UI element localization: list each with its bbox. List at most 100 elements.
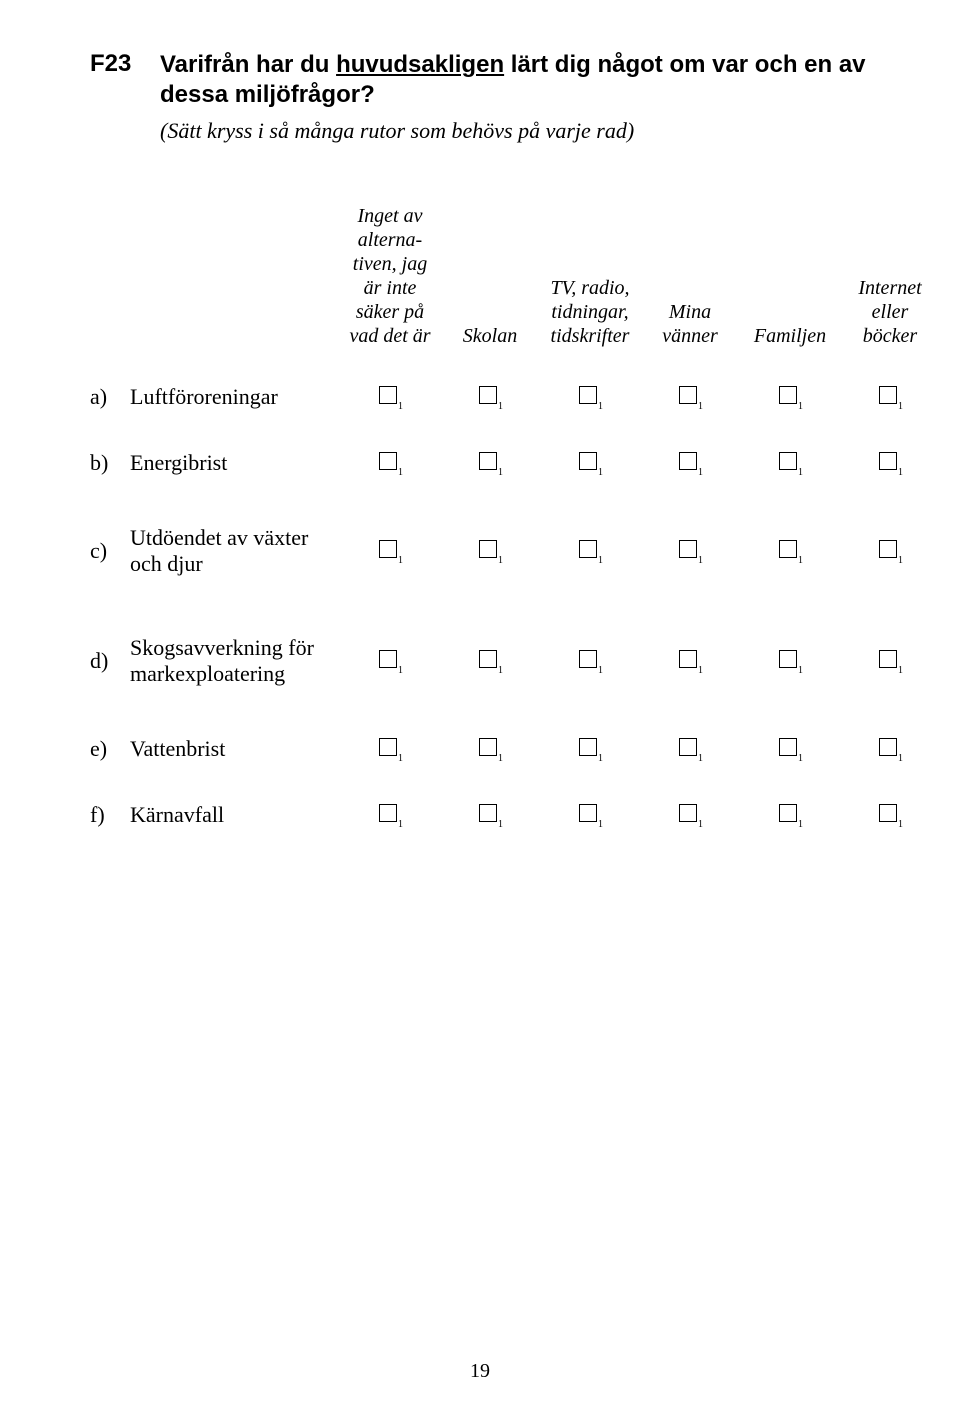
options-table: Inget av alterna-tiven, jag är inte säke… <box>90 204 940 848</box>
checkbox-subscript: 1 <box>898 555 903 566</box>
checkbox[interactable]: 1 <box>879 540 901 562</box>
option-cell: 1 <box>340 364 440 430</box>
table-row: b)Energibrist111111 <box>90 430 940 496</box>
checkbox[interactable]: 1 <box>679 804 701 826</box>
checkbox-subscript: 1 <box>698 555 703 566</box>
checkbox[interactable]: 1 <box>679 540 701 562</box>
checkbox-subscript: 1 <box>598 819 603 830</box>
checkbox-box <box>479 452 497 470</box>
question-number: F23 <box>90 50 160 78</box>
option-cell: 1 <box>340 716 440 782</box>
checkbox-subscript: 1 <box>598 555 603 566</box>
checkbox-subscript: 1 <box>598 467 603 478</box>
checkbox-subscript: 1 <box>398 665 403 676</box>
checkbox-subscript: 1 <box>798 467 803 478</box>
checkbox[interactable]: 1 <box>879 804 901 826</box>
checkbox-box <box>779 452 797 470</box>
option-cell: 1 <box>640 782 740 848</box>
checkbox[interactable]: 1 <box>879 738 901 760</box>
row-label: Energibrist <box>130 430 340 496</box>
checkbox-subscript: 1 <box>498 665 503 676</box>
checkbox-box <box>479 386 497 404</box>
checkbox-subscript: 1 <box>798 555 803 566</box>
checkbox-subscript: 1 <box>698 401 703 412</box>
checkbox-box <box>779 738 797 756</box>
checkbox[interactable]: 1 <box>379 804 401 826</box>
checkbox-subscript: 1 <box>598 665 603 676</box>
checkbox-subscript: 1 <box>698 819 703 830</box>
checkbox[interactable]: 1 <box>779 452 801 474</box>
option-cell: 1 <box>740 496 840 606</box>
checkbox-subscript: 1 <box>898 467 903 478</box>
checkbox-box <box>879 386 897 404</box>
checkbox[interactable]: 1 <box>379 738 401 760</box>
checkbox-subscript: 1 <box>598 753 603 764</box>
checkbox[interactable]: 1 <box>779 540 801 562</box>
checkbox[interactable]: 1 <box>679 452 701 474</box>
checkbox[interactable]: 1 <box>579 804 601 826</box>
checkbox-box <box>379 386 397 404</box>
row-lead: a) <box>90 364 130 430</box>
checkbox-box <box>879 540 897 558</box>
checkbox[interactable]: 1 <box>479 452 501 474</box>
checkbox[interactable]: 1 <box>679 386 701 408</box>
checkbox[interactable]: 1 <box>479 540 501 562</box>
option-cell: 1 <box>840 782 940 848</box>
checkbox[interactable]: 1 <box>379 452 401 474</box>
option-cell: 1 <box>640 716 740 782</box>
col-header: TV, radio, tidningar, tidskrifter <box>540 204 640 364</box>
checkbox[interactable]: 1 <box>479 804 501 826</box>
checkbox[interactable]: 1 <box>679 738 701 760</box>
option-cell: 1 <box>640 430 740 496</box>
checkbox[interactable]: 1 <box>579 540 601 562</box>
checkbox[interactable]: 1 <box>579 386 601 408</box>
row-lead: f) <box>90 782 130 848</box>
row-lead: e) <box>90 716 130 782</box>
row-label: Luftföroreningar <box>130 364 340 430</box>
row-lead: c) <box>90 496 130 606</box>
checkbox[interactable]: 1 <box>579 650 601 672</box>
row-label: Vattenbrist <box>130 716 340 782</box>
checkbox-box <box>679 540 697 558</box>
checkbox[interactable]: 1 <box>479 386 501 408</box>
checkbox[interactable]: 1 <box>379 540 401 562</box>
option-cell: 1 <box>540 782 640 848</box>
checkbox[interactable]: 1 <box>779 386 801 408</box>
checkbox[interactable]: 1 <box>779 650 801 672</box>
checkbox[interactable]: 1 <box>779 804 801 826</box>
checkbox-box <box>579 386 597 404</box>
checkbox[interactable]: 1 <box>379 386 401 408</box>
checkbox-box <box>779 804 797 822</box>
option-cell: 1 <box>740 782 840 848</box>
checkbox[interactable]: 1 <box>479 738 501 760</box>
option-cell: 1 <box>840 364 940 430</box>
checkbox-box <box>379 452 397 470</box>
checkbox-subscript: 1 <box>498 555 503 566</box>
checkbox-box <box>779 540 797 558</box>
option-cell: 1 <box>340 606 440 716</box>
checkbox-subscript: 1 <box>798 753 803 764</box>
checkbox[interactable]: 1 <box>879 452 901 474</box>
option-cell: 1 <box>840 606 940 716</box>
checkbox[interactable]: 1 <box>679 650 701 672</box>
row-label: Kärnavfall <box>130 782 340 848</box>
column-header-row: Inget av alterna-tiven, jag är inte säke… <box>90 204 940 364</box>
checkbox-box <box>479 540 497 558</box>
checkbox-subscript: 1 <box>398 555 403 566</box>
checkbox[interactable]: 1 <box>879 650 901 672</box>
checkbox[interactable]: 1 <box>879 386 901 408</box>
table-row: f)Kärnavfall111111 <box>90 782 940 848</box>
question-header: F23 Varifrån har du huvudsakligen lärt d… <box>90 50 890 110</box>
checkbox-box <box>679 386 697 404</box>
table-row: d)Skogsavverkning för markexploatering11… <box>90 606 940 716</box>
checkbox-box <box>379 804 397 822</box>
col-header: Mina vänner <box>640 204 740 364</box>
checkbox[interactable]: 1 <box>379 650 401 672</box>
col-header: Skolan <box>440 204 540 364</box>
checkbox[interactable]: 1 <box>479 650 501 672</box>
checkbox[interactable]: 1 <box>579 452 601 474</box>
checkbox-subscript: 1 <box>498 401 503 412</box>
option-cell: 1 <box>740 716 840 782</box>
checkbox[interactable]: 1 <box>579 738 601 760</box>
checkbox[interactable]: 1 <box>779 738 801 760</box>
